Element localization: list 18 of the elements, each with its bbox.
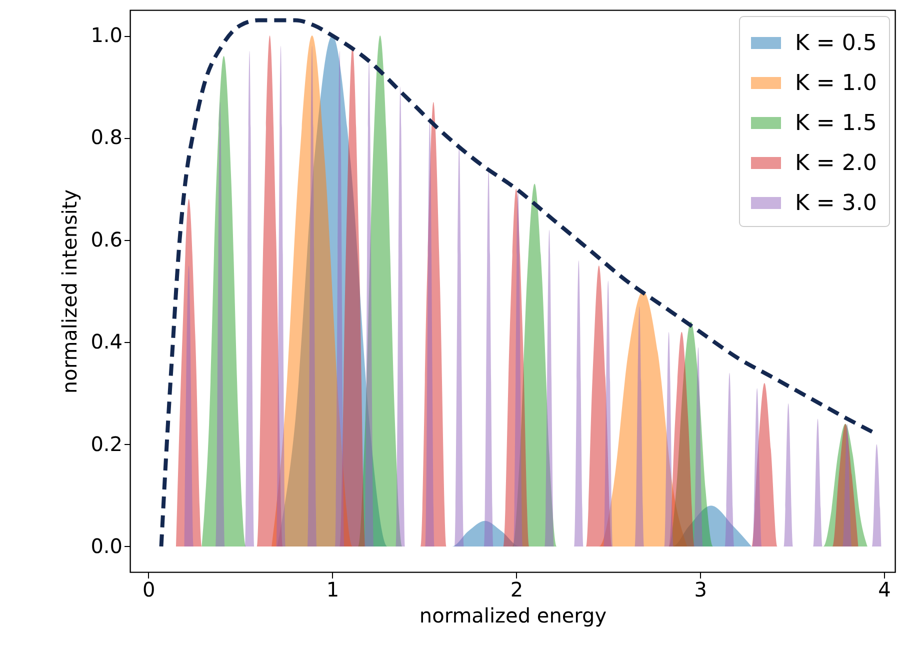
y-tick-label: 1.0: [90, 23, 122, 48]
legend-label: K = 1.5: [795, 111, 877, 136]
y-tick-label: 0.4: [90, 330, 122, 354]
x-tick-label: 4: [878, 578, 891, 602]
x-tick-label: 2: [510, 578, 524, 602]
legend-label: K = 3.0: [795, 191, 877, 216]
y-tick-label: 0.0: [90, 534, 122, 558]
y-tick-label: 0.6: [90, 227, 122, 252]
y-tick-label: 0.8: [90, 125, 122, 150]
legend-label: K = 0.5: [795, 31, 877, 56]
x-tick-label: 1: [326, 578, 340, 602]
x-tick-label: 0: [142, 578, 156, 602]
x-axis-title: normalized energy: [419, 604, 607, 628]
legend-label: K = 1.0: [795, 71, 877, 96]
x-tick-label: 3: [694, 578, 707, 602]
legend-label: K = 2.0: [795, 151, 877, 176]
y-axis-title: normalized intensity: [58, 189, 82, 394]
y-tick-label: 0.2: [90, 432, 122, 456]
